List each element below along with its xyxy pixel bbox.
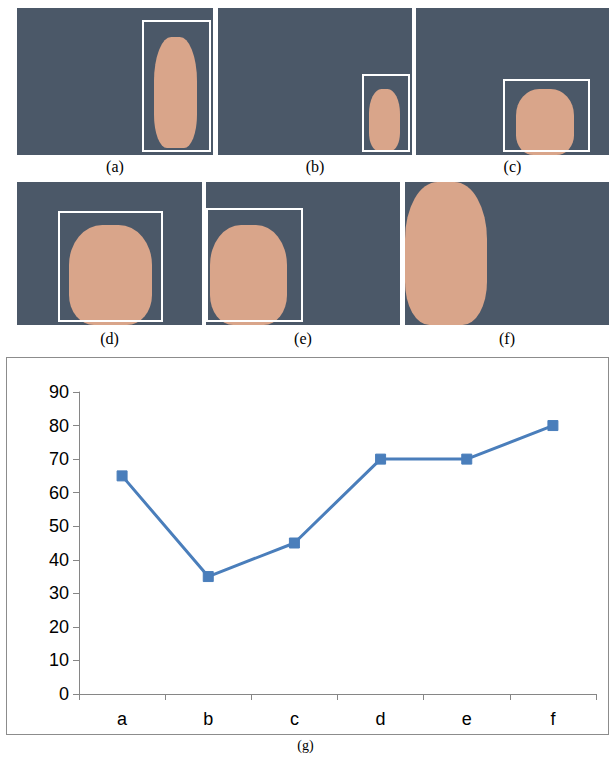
svg-text:e: e [462,709,472,729]
html-text:(e): (e) [294,330,312,347]
svg-text:f: f [550,709,556,729]
svg-text:10: 10 [49,650,69,670]
html-text:(c): (c) [503,158,522,175]
svg-text:a: a [117,709,128,729]
svg-text:0: 0 [59,684,69,704]
svg-text:20: 20 [49,617,69,637]
html-text:(b): (b) [305,158,325,175]
html-text:(d): (d) [100,330,119,347]
svg-text:b: b [203,709,213,729]
html-text:(a): (a) [106,158,124,175]
svg-text:80: 80 [49,416,69,436]
svg-text:c: c [290,709,299,729]
html-text:(g): (g) [297,738,314,753]
svg-text:d: d [376,709,386,729]
html-text:(f): (f) [499,330,515,347]
svg-text:60: 60 [49,483,69,503]
svg-text:40: 40 [49,550,69,570]
svg-text:90: 90 [49,382,69,402]
svg-text:70: 70 [49,449,69,469]
svg-text:50: 50 [49,516,69,536]
svg-text:30: 30 [49,583,69,603]
